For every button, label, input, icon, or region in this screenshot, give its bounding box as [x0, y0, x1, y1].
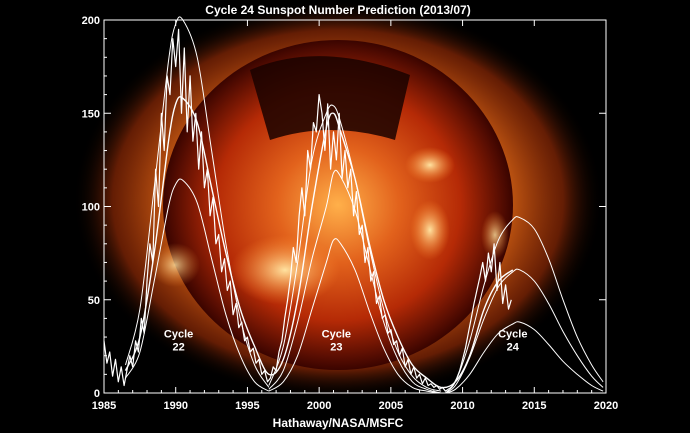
cycle-label-number: 24 [507, 341, 520, 353]
series-line-prediction-3 [445, 268, 604, 394]
plot-area [103, 16, 604, 394]
x-tick-label: 2010 [450, 400, 474, 412]
x-tick-label: 2000 [307, 400, 331, 412]
active-region [410, 200, 450, 260]
series-line-envelope-5 [125, 16, 270, 388]
axes: 1985 1990 1995 2000 2005 2010 2015 2020 0 50 100 15… [82, 15, 619, 412]
active-region [230, 235, 340, 305]
x-tick-label: 2020 [594, 400, 618, 412]
series-line-smoothed-1 [124, 96, 514, 389]
cycle-label-word: Cycle [322, 328, 351, 340]
series-line-envelope-9 [268, 238, 442, 394]
x-tick-label: 2015 [522, 400, 546, 412]
active-region [405, 147, 455, 183]
y-tick-label: 50 [88, 295, 100, 307]
y-tick-label: 200 [82, 15, 100, 27]
series-line-prediction-2 [445, 216, 604, 394]
cycle-label-word: Cycle [164, 328, 193, 340]
cycle-label-word: Cycle [498, 328, 527, 340]
y-tick-label: 150 [82, 108, 100, 120]
series-line-prediction-4 [445, 321, 604, 394]
series-line-observed-0 [103, 28, 512, 392]
series-line-envelope-8 [268, 169, 442, 394]
y-tick-label: 100 [82, 202, 100, 214]
series-line-envelope-7 [268, 104, 442, 392]
series-line-envelope-6 [125, 178, 270, 392]
y-tick-label: 0 [94, 388, 100, 400]
cycle-label-number: 23 [330, 341, 342, 353]
credit-label: Hathaway/NASA/MSFC [273, 416, 404, 430]
x-tick-label: 2005 [379, 400, 403, 412]
active-region [150, 243, 200, 287]
coronal-hole [250, 56, 410, 140]
cycle-label-number: 22 [172, 341, 184, 353]
sun-image [73, 0, 603, 400]
chart-title: Cycle 24 Sunspot Number Prediction (2013… [205, 3, 470, 17]
active-region [481, 211, 509, 259]
x-tick-label: 1985 [92, 400, 116, 412]
x-tick-label: 1995 [235, 400, 259, 412]
x-tick-label: 1990 [163, 400, 187, 412]
